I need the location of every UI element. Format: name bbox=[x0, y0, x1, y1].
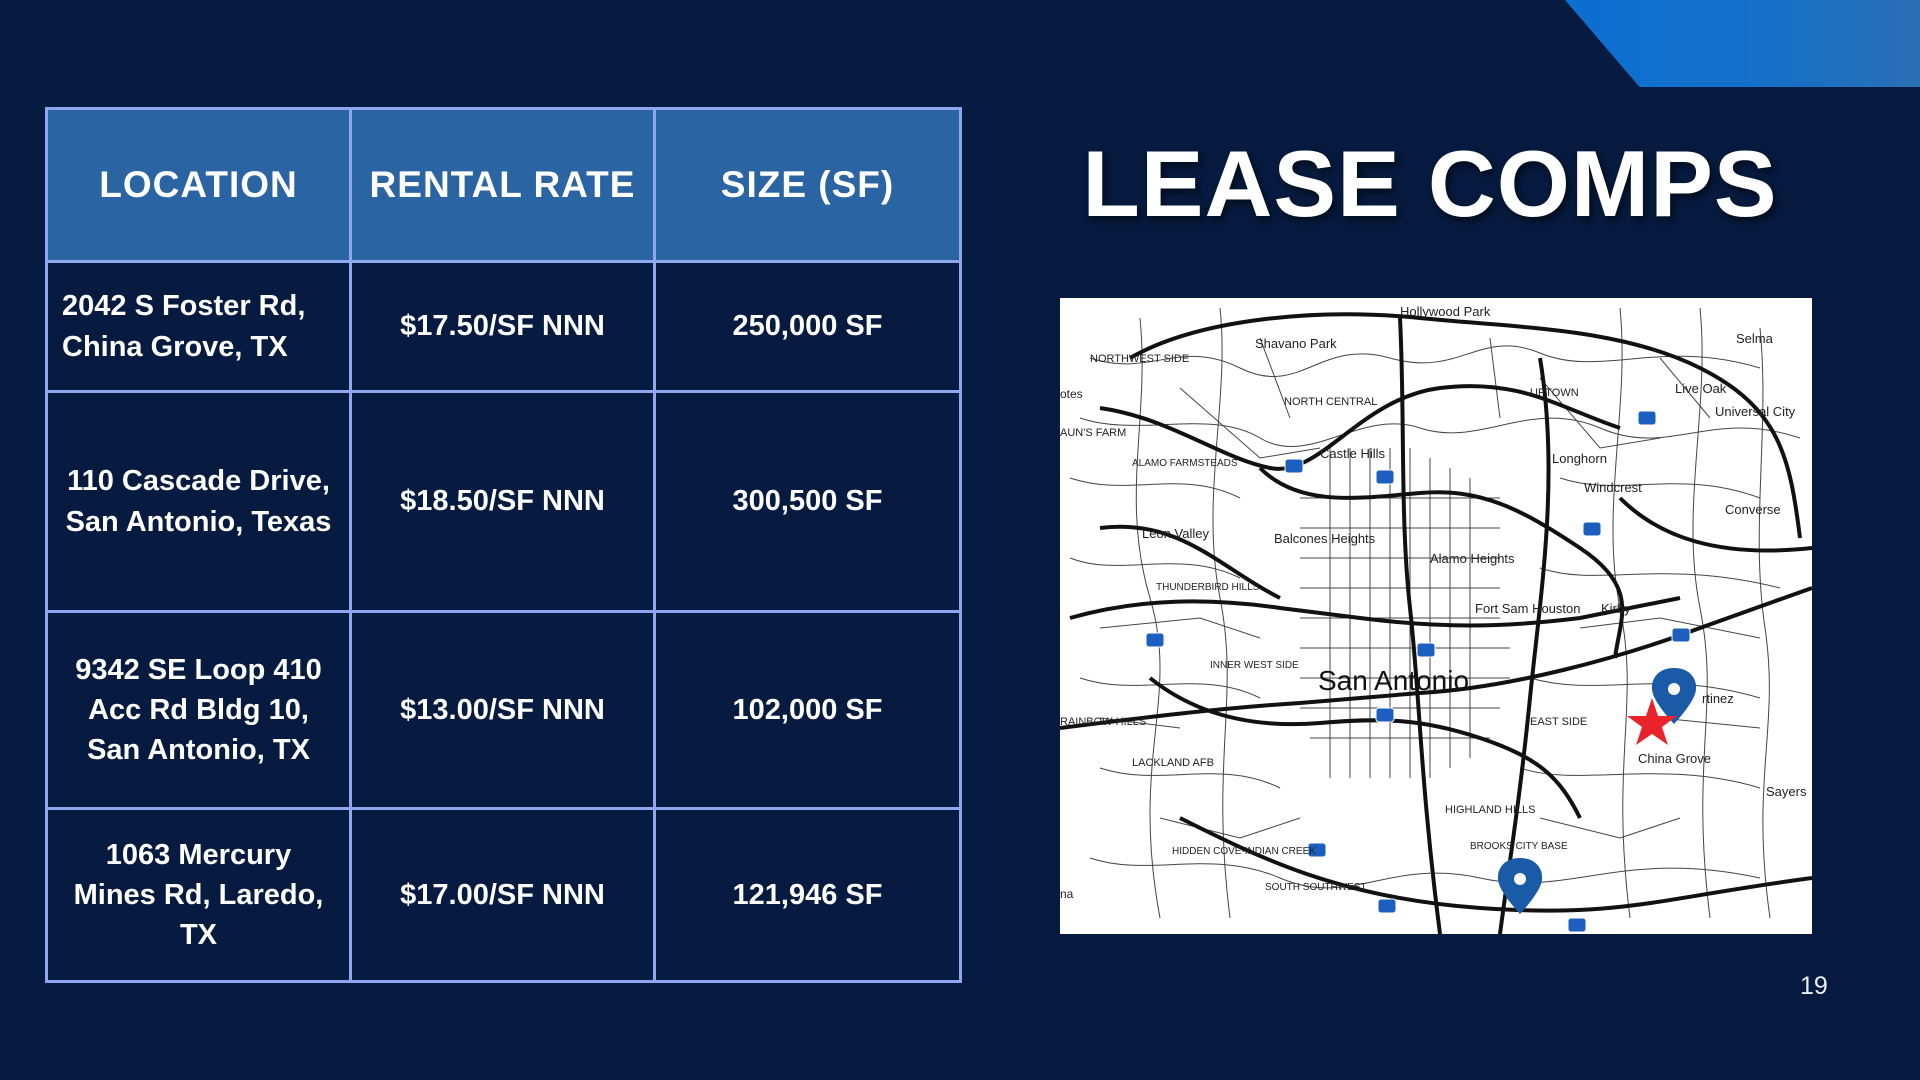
map-label: INNER WEST SIDE bbox=[1210, 660, 1299, 671]
map-label: BROOKS CITY BASE bbox=[1470, 841, 1568, 852]
map-city-label: San Antonio bbox=[1318, 665, 1469, 696]
map-label: rtinez bbox=[1702, 691, 1734, 706]
map-label: China Grove bbox=[1638, 751, 1711, 766]
column-header-size: SIZE (SF) bbox=[653, 107, 962, 263]
size-cell: 300,500 SF bbox=[653, 390, 962, 613]
map-label: RAINBOW HILLS bbox=[1060, 716, 1146, 728]
column-header-rental-rate: RENTAL RATE bbox=[349, 107, 656, 263]
map-label: AUN'S FARM bbox=[1060, 427, 1126, 439]
map-graphic: Hollywood Park Shavano Park Selma NORTHW… bbox=[1060, 304, 1812, 934]
rate-cell: $17.50/SF NNN bbox=[349, 260, 656, 393]
map-label: EAST SIDE bbox=[1530, 716, 1587, 728]
table-row: 2042 S Foster Rd, China Grove, TX $17.50… bbox=[45, 260, 962, 393]
map-label: HIGHLAND HILLS bbox=[1445, 804, 1535, 816]
map-label: Longhorn bbox=[1552, 451, 1607, 466]
map-label: LACKLAND AFB bbox=[1132, 757, 1214, 769]
map-label: Sayers bbox=[1766, 784, 1807, 799]
map-label: na bbox=[1060, 887, 1074, 901]
location-cell: 2042 S Foster Rd, China Grove, TX bbox=[45, 260, 352, 393]
map-label: Selma bbox=[1736, 331, 1774, 346]
location-cell: 1063 Mercury Mines Rd, Laredo, TX bbox=[45, 807, 352, 983]
map-label: Windcrest bbox=[1584, 480, 1642, 495]
size-cell: 102,000 SF bbox=[653, 610, 962, 810]
map-label: Converse bbox=[1725, 502, 1781, 517]
map-label: Fort Sam Houston bbox=[1475, 601, 1581, 616]
map-label: UPTOWN bbox=[1530, 387, 1579, 399]
map-label: Balcones Heights bbox=[1274, 531, 1376, 546]
map-label: Alamo Heights bbox=[1430, 551, 1515, 566]
rate-cell: $18.50/SF NNN bbox=[349, 390, 656, 613]
map-label: NORTH CENTRAL bbox=[1284, 396, 1377, 408]
table-row: 110 Cascade Drive, San Antonio, Texas $1… bbox=[45, 390, 962, 613]
map-pin-icon bbox=[1497, 858, 1543, 914]
lease-comps-table: LOCATION RENTAL RATE SIZE (SF) 2042 S Fo… bbox=[45, 107, 962, 983]
table-row: 1063 Mercury Mines Rd, Laredo, TX $17.00… bbox=[45, 807, 962, 983]
map-label: Universal City bbox=[1715, 404, 1796, 419]
map-label: Castle Hills bbox=[1320, 446, 1386, 461]
map-label: THUNDERBIRD HILLS bbox=[1156, 582, 1260, 593]
corner-accent bbox=[1565, 0, 1920, 87]
location-map: Hollywood Park Shavano Park Selma NORTHW… bbox=[1060, 298, 1812, 934]
page-title: LEASE COMPS bbox=[1082, 131, 1778, 236]
page-number: 19 bbox=[1800, 972, 1828, 1000]
map-label: Hollywood Park bbox=[1400, 304, 1491, 319]
map-label: NORTHWEST SIDE bbox=[1090, 353, 1189, 365]
map-pin-icon bbox=[1651, 668, 1697, 724]
map-label: Shavano Park bbox=[1255, 336, 1337, 351]
star-icon bbox=[1627, 698, 1677, 745]
table-row: 9342 SE Loop 410 Acc Rd Bldg 10, San Ant… bbox=[45, 610, 962, 810]
map-label: Kirby bbox=[1601, 601, 1631, 616]
map-label: otes bbox=[1060, 387, 1083, 401]
map-label: HIDDEN COVE-INDIAN CREEK bbox=[1172, 846, 1316, 857]
map-label: ALAMO FARMSTEADS bbox=[1132, 458, 1238, 469]
location-cell: 9342 SE Loop 410 Acc Rd Bldg 10, San Ant… bbox=[45, 610, 352, 810]
location-cell: 110 Cascade Drive, San Antonio, Texas bbox=[45, 390, 352, 613]
map-label: Live Oak bbox=[1675, 381, 1727, 396]
map-label: SOUTH SOUTHWEST bbox=[1265, 882, 1367, 893]
rate-cell: $17.00/SF NNN bbox=[349, 807, 656, 983]
size-cell: 121,946 SF bbox=[653, 807, 962, 983]
table-header-row: LOCATION RENTAL RATE SIZE (SF) bbox=[45, 107, 962, 263]
column-header-location: LOCATION bbox=[45, 107, 352, 263]
rate-cell: $13.00/SF NNN bbox=[349, 610, 656, 810]
size-cell: 250,000 SF bbox=[653, 260, 962, 393]
map-label: Leon Valley bbox=[1142, 526, 1209, 541]
